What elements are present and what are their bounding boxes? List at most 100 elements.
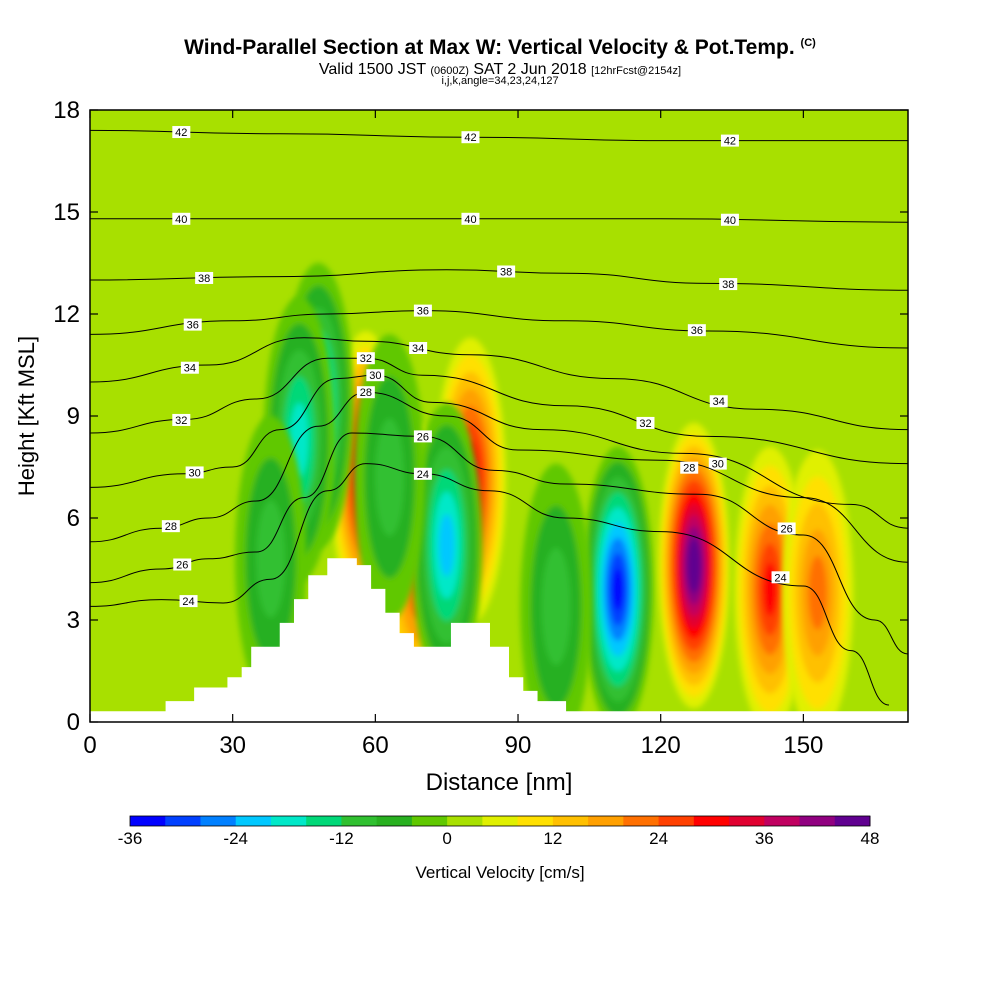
contour-label: 42 — [175, 127, 187, 139]
contour-label: 28 — [683, 463, 695, 475]
contour-label: 36 — [691, 325, 703, 337]
y-tick-label: 18 — [53, 97, 80, 124]
colorbar-swatch — [623, 816, 660, 826]
contour-label: 24 — [774, 572, 786, 584]
contour-label: 24 — [182, 596, 194, 608]
contour-label: 32 — [360, 353, 372, 365]
chart-title-text: Wind-Parallel Section at Max W: Vertical… — [184, 36, 795, 59]
contour-label: 36 — [187, 320, 199, 332]
contour-label-bg — [173, 558, 192, 571]
contour-label: 28 — [360, 387, 372, 399]
contour-label-bg — [687, 324, 706, 337]
velocity-cell — [353, 334, 426, 620]
x-tick-label: 0 — [83, 732, 96, 759]
y-tick-label: 12 — [53, 301, 80, 328]
theta-contour — [90, 374, 908, 529]
plot-clip-group: 42 42 42 40 40 40 38 38 38 36 36 36 34 34 34 32 32 32 30 30… — [90, 110, 908, 722]
colorbar-swatch — [165, 816, 201, 826]
colorbar-swatch — [341, 816, 378, 826]
contour-label: 34 — [184, 363, 196, 375]
colorbar-tick-label: -36 — [118, 829, 143, 848]
colorbar-swatch — [482, 816, 519, 826]
contour-label-bg — [771, 571, 790, 584]
forecast-info: [12hrFcst@2154z] — [591, 65, 682, 77]
contour-label-bg — [708, 457, 727, 470]
valid-time: Valid 1500 JST — [318, 61, 426, 78]
colorbar-swatch — [270, 816, 307, 826]
contour-label: 42 — [464, 132, 476, 144]
contour-label-bg — [179, 595, 198, 608]
contour-label: 34 — [713, 396, 725, 408]
contour-label-bg — [709, 395, 728, 408]
valid-date: SAT 2 Jun 2018 — [473, 61, 587, 78]
contour-label-bg — [720, 213, 739, 226]
y-tick-label: 9 — [67, 403, 80, 430]
colorbar-swatch — [729, 816, 765, 826]
copyright-mark: (C) — [800, 37, 816, 49]
colorbar-label: Vertical Velocity [cm/s] — [415, 863, 585, 882]
colorbar-swatch — [658, 816, 695, 826]
colorbar-swatch — [306, 816, 342, 826]
contour-label: 38 — [500, 267, 512, 279]
contour-label: 30 — [369, 370, 381, 382]
theta-contour — [90, 463, 890, 706]
colorbar: -36 -24 -12 0 12 24 36 48 — [118, 815, 880, 848]
colorbar-tick-label: 48 — [861, 829, 880, 848]
colorbar-swatch — [834, 816, 871, 826]
y-tick-label: 15 — [53, 199, 80, 226]
contour-label: 28 — [165, 521, 177, 533]
chart-subtitle: Valid 1500 JST (0600Z) SAT 2 Jun 2018 [1… — [0, 61, 1000, 79]
colorbar-tick-label: 0 — [442, 829, 451, 848]
colorbar-frame — [129, 815, 871, 827]
contour-label-bg — [413, 304, 432, 317]
velocity-cell — [658, 422, 730, 709]
contour-label: 32 — [175, 415, 187, 427]
contour-label: 32 — [639, 418, 651, 430]
contour-label-bg — [680, 461, 699, 474]
y-tick-label: 0 — [67, 709, 80, 736]
terrain — [90, 558, 908, 722]
contour-label-bg — [719, 278, 738, 291]
theta-contour — [90, 432, 908, 655]
colorbar-swatch — [376, 816, 413, 826]
velocity-cell — [582, 446, 654, 722]
contour-label: 36 — [417, 306, 429, 318]
contour-label: 26 — [417, 431, 429, 443]
contour-label-bg — [777, 522, 796, 535]
contour-label: 42 — [724, 136, 736, 148]
contour-label: 26 — [176, 560, 188, 572]
contour-label: 40 — [464, 214, 476, 226]
contour-label-bg — [356, 352, 375, 365]
colorbar-swatch — [588, 816, 624, 826]
x-axis-label: Distance [nm] — [426, 769, 573, 796]
theta-contour — [90, 337, 908, 431]
x-tick-label: 60 — [362, 732, 389, 759]
colorbar-swatch — [693, 816, 730, 826]
contour-label: 38 — [722, 279, 734, 291]
contour-label: 38 — [198, 273, 210, 285]
contour-label-bg — [413, 430, 432, 443]
colorbar-swatch — [764, 816, 801, 826]
plot-area: 42 42 42 40 40 40 38 38 38 36 36 36 34 34 34 32 32 32 30 30… — [90, 110, 908, 722]
contour-label-bg — [183, 318, 202, 331]
colorbar-swatch — [447, 816, 483, 826]
theta-contour — [90, 310, 908, 349]
contour-label-bg — [172, 413, 191, 426]
velocity-cell — [411, 402, 483, 688]
x-tick-label: 90 — [505, 732, 532, 759]
colorbar-tick-label: 12 — [543, 829, 562, 848]
y-axis-label: Height [Kft MSL] — [14, 336, 39, 496]
colorbar-swatch — [130, 816, 166, 826]
colorbar-tick-label: 24 — [649, 829, 668, 848]
contour-label: 30 — [189, 467, 201, 479]
colorbar-swatch — [552, 816, 589, 826]
colorbar-swatch — [200, 816, 237, 826]
x-tick-label: 120 — [641, 732, 681, 759]
contour-label-bg — [636, 416, 655, 429]
y-tick-label: 3 — [67, 607, 80, 634]
contour-label-bg — [461, 212, 480, 225]
contour-label-bg — [413, 467, 432, 480]
colorbar-swatch — [517, 816, 554, 826]
contour-label-bg — [356, 386, 375, 399]
